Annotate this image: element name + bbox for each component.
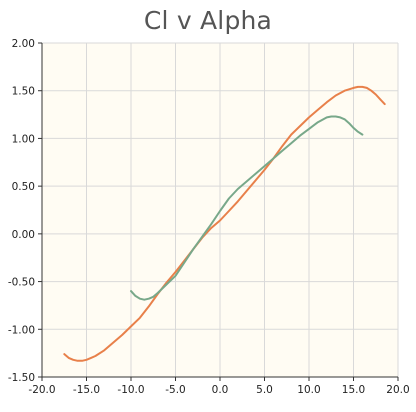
series-line-2 <box>130 115 364 301</box>
series-line-1 <box>63 85 386 362</box>
y-tick-label: 0.50 <box>12 181 35 193</box>
x-tick-label: -15.0 <box>73 384 100 396</box>
y-tick-label: -1.50 <box>8 372 35 384</box>
x-tick-label: -10.0 <box>117 384 144 396</box>
y-tick-label: 1.00 <box>12 133 35 145</box>
chart-title: Cl v Alpha <box>143 6 273 35</box>
ticks <box>38 42 399 381</box>
tick-labels: -20.0 -15.0 -10.0 -5.0 0.0 5.0 10.0 15.0 20.0 -1.… <box>8 38 410 396</box>
y-tick-label: -0.50 <box>8 277 35 289</box>
y-tick-label: -1.00 <box>8 324 35 336</box>
x-tick-label: 10.0 <box>297 384 320 396</box>
y-tick-label: 1.50 <box>12 86 35 98</box>
x-tick-label: 5.0 <box>256 384 273 396</box>
x-tick-label: -20.0 <box>28 384 55 396</box>
x-tick-label: 15.0 <box>342 384 365 396</box>
grid <box>42 42 399 377</box>
y-tick-label: 2.00 <box>12 38 35 50</box>
x-tick-label: 0.0 <box>212 384 229 396</box>
series-group <box>63 85 386 362</box>
y-tick-label: 0.00 <box>12 229 35 241</box>
x-tick-label: -5.0 <box>165 384 186 396</box>
x-tick-label: 20.0 <box>386 384 409 396</box>
